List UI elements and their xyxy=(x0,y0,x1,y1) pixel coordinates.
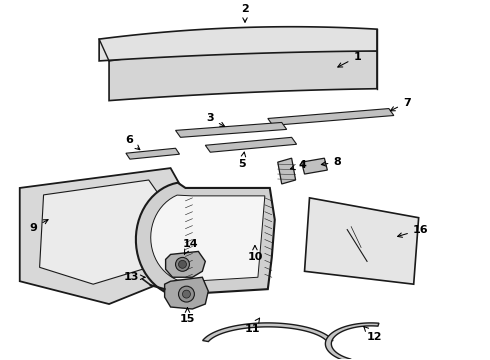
Text: 1: 1 xyxy=(338,52,361,67)
Polygon shape xyxy=(151,195,265,281)
Text: 10: 10 xyxy=(247,246,263,262)
Circle shape xyxy=(178,286,195,302)
Polygon shape xyxy=(305,198,418,284)
Text: 8: 8 xyxy=(321,157,341,167)
Polygon shape xyxy=(20,168,189,304)
Polygon shape xyxy=(99,27,377,61)
Polygon shape xyxy=(278,158,295,184)
Polygon shape xyxy=(136,183,275,296)
Text: 12: 12 xyxy=(364,327,382,342)
Text: 15: 15 xyxy=(180,308,195,324)
Text: 11: 11 xyxy=(244,318,260,334)
Text: 9: 9 xyxy=(30,220,48,233)
Circle shape xyxy=(175,257,190,271)
Text: 6: 6 xyxy=(125,135,140,150)
Polygon shape xyxy=(205,137,296,152)
Text: 16: 16 xyxy=(397,225,428,237)
Polygon shape xyxy=(301,158,327,174)
Text: 3: 3 xyxy=(206,113,225,126)
Polygon shape xyxy=(175,122,287,137)
Polygon shape xyxy=(203,323,333,342)
Polygon shape xyxy=(268,109,394,125)
Polygon shape xyxy=(126,148,179,159)
Polygon shape xyxy=(325,323,379,360)
Text: 13: 13 xyxy=(123,272,145,282)
Circle shape xyxy=(178,260,187,268)
Polygon shape xyxy=(165,277,208,309)
Polygon shape xyxy=(166,251,205,277)
Text: 7: 7 xyxy=(391,98,411,111)
Polygon shape xyxy=(40,180,163,284)
Text: 14: 14 xyxy=(183,239,198,254)
Circle shape xyxy=(182,290,191,298)
Text: 2: 2 xyxy=(241,4,249,22)
Text: 4: 4 xyxy=(291,160,306,170)
Polygon shape xyxy=(109,48,377,100)
Text: 5: 5 xyxy=(238,152,246,169)
